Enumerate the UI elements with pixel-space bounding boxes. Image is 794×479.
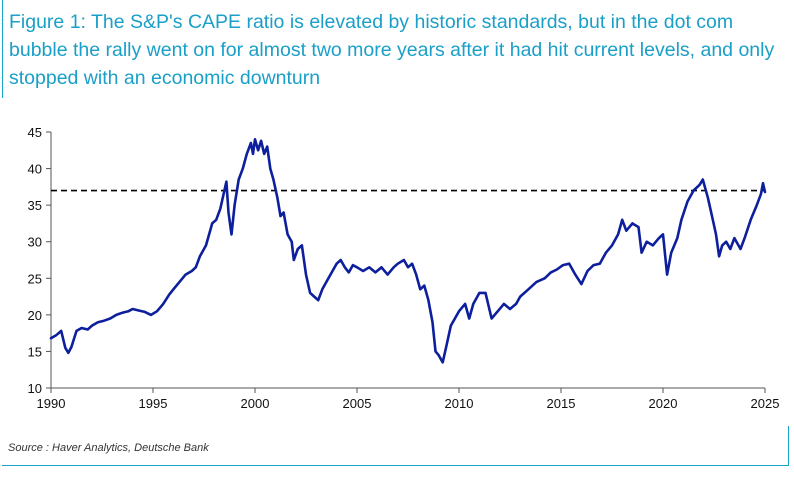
frame-bottom-border — [2, 465, 789, 466]
y-tick-label: 45 — [28, 125, 42, 140]
y-tick-label: 30 — [28, 235, 42, 250]
y-tick-label: 40 — [28, 162, 42, 177]
y-tick-label: 35 — [28, 198, 42, 213]
x-tick-label: 2000 — [241, 396, 270, 411]
x-tick-label: 2015 — [547, 396, 576, 411]
x-tick-label: 1990 — [37, 396, 66, 411]
y-tick-label: 20 — [28, 308, 42, 323]
series-group — [49, 138, 767, 364]
x-tick-label: 1995 — [139, 396, 168, 411]
x-tick-label: 2025 — [751, 396, 780, 411]
y-tick-label: 15 — [28, 344, 42, 359]
frame-right-border — [788, 426, 789, 466]
x-tick-label: 2005 — [343, 396, 372, 411]
x-tick-label: 2020 — [649, 396, 678, 411]
source-note: Source : Haver Analytics, Deutsche Bank — [8, 442, 209, 454]
y-tick-label: 25 — [28, 271, 42, 286]
cape-series-line — [49, 138, 767, 364]
figure-title: Figure 1: The S&P's CAPE ratio is elevat… — [9, 11, 775, 89]
y-tick-label: 10 — [28, 381, 42, 396]
x-tick-label: 2010 — [445, 396, 474, 411]
frame-left-border — [2, 0, 3, 98]
